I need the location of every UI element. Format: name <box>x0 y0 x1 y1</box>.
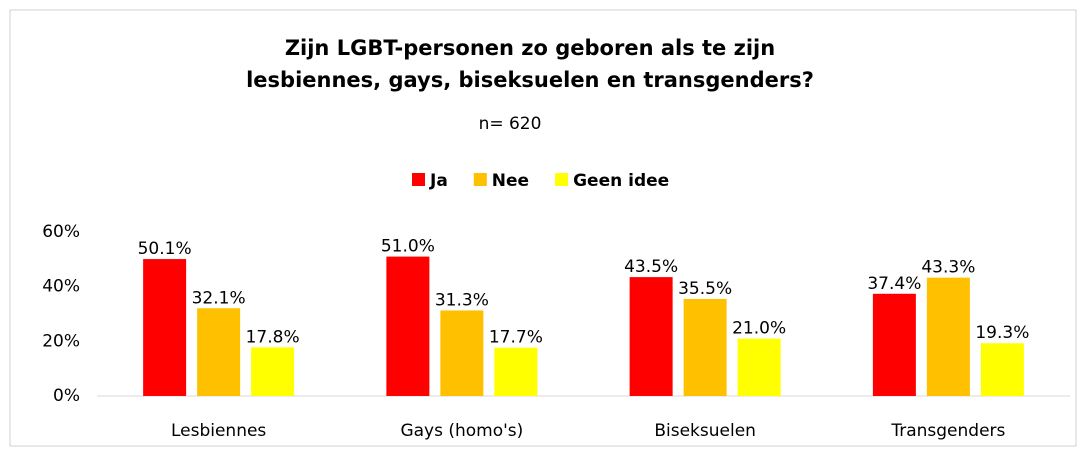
bar <box>197 308 241 396</box>
value-label: 17.8% <box>246 327 300 347</box>
y-tick-label: 60% <box>42 222 80 242</box>
x-tick-label: Lesbiennes <box>171 421 266 441</box>
y-tick-label: 20% <box>42 331 80 351</box>
bar <box>926 277 970 396</box>
chart-subtitle: n= 620 <box>479 114 542 134</box>
bar <box>494 347 538 396</box>
bar <box>980 343 1024 396</box>
value-label: 19.3% <box>975 323 1029 343</box>
bar <box>737 338 781 396</box>
x-tick-label: Biseksuelen <box>654 421 756 441</box>
legend-label: Nee <box>492 171 529 191</box>
bar <box>143 259 187 396</box>
x-tick-label: Transgenders <box>890 421 1005 441</box>
legend-label: Geen idee <box>573 171 669 191</box>
y-tick-label: 40% <box>42 277 80 297</box>
y-tick-label: 0% <box>53 386 80 406</box>
value-label: 43.5% <box>624 257 678 277</box>
bar <box>386 256 430 396</box>
bar <box>683 298 727 396</box>
value-label: 32.1% <box>192 288 246 308</box>
bar <box>440 310 484 396</box>
value-label: 21.0% <box>732 319 786 339</box>
legend-swatch <box>473 173 487 186</box>
value-label: 37.4% <box>867 274 921 294</box>
value-label: 43.3% <box>921 258 975 278</box>
legend-swatch <box>412 173 425 186</box>
value-label: 51.0% <box>381 237 435 257</box>
value-label: 50.1% <box>138 239 192 259</box>
bar <box>629 277 673 396</box>
bar <box>872 293 916 396</box>
value-label: 31.3% <box>435 290 489 310</box>
bar <box>251 347 295 396</box>
legend-swatch <box>555 173 569 186</box>
value-label: 17.7% <box>489 328 543 348</box>
chart-title: Zijn LGBT-personen zo geboren als te zij… <box>246 36 814 92</box>
x-tick-label: Gays (homo's) <box>400 421 523 441</box>
value-label: 35.5% <box>678 279 732 299</box>
legend-label: Ja <box>429 171 448 191</box>
chart-border <box>9 9 1077 447</box>
